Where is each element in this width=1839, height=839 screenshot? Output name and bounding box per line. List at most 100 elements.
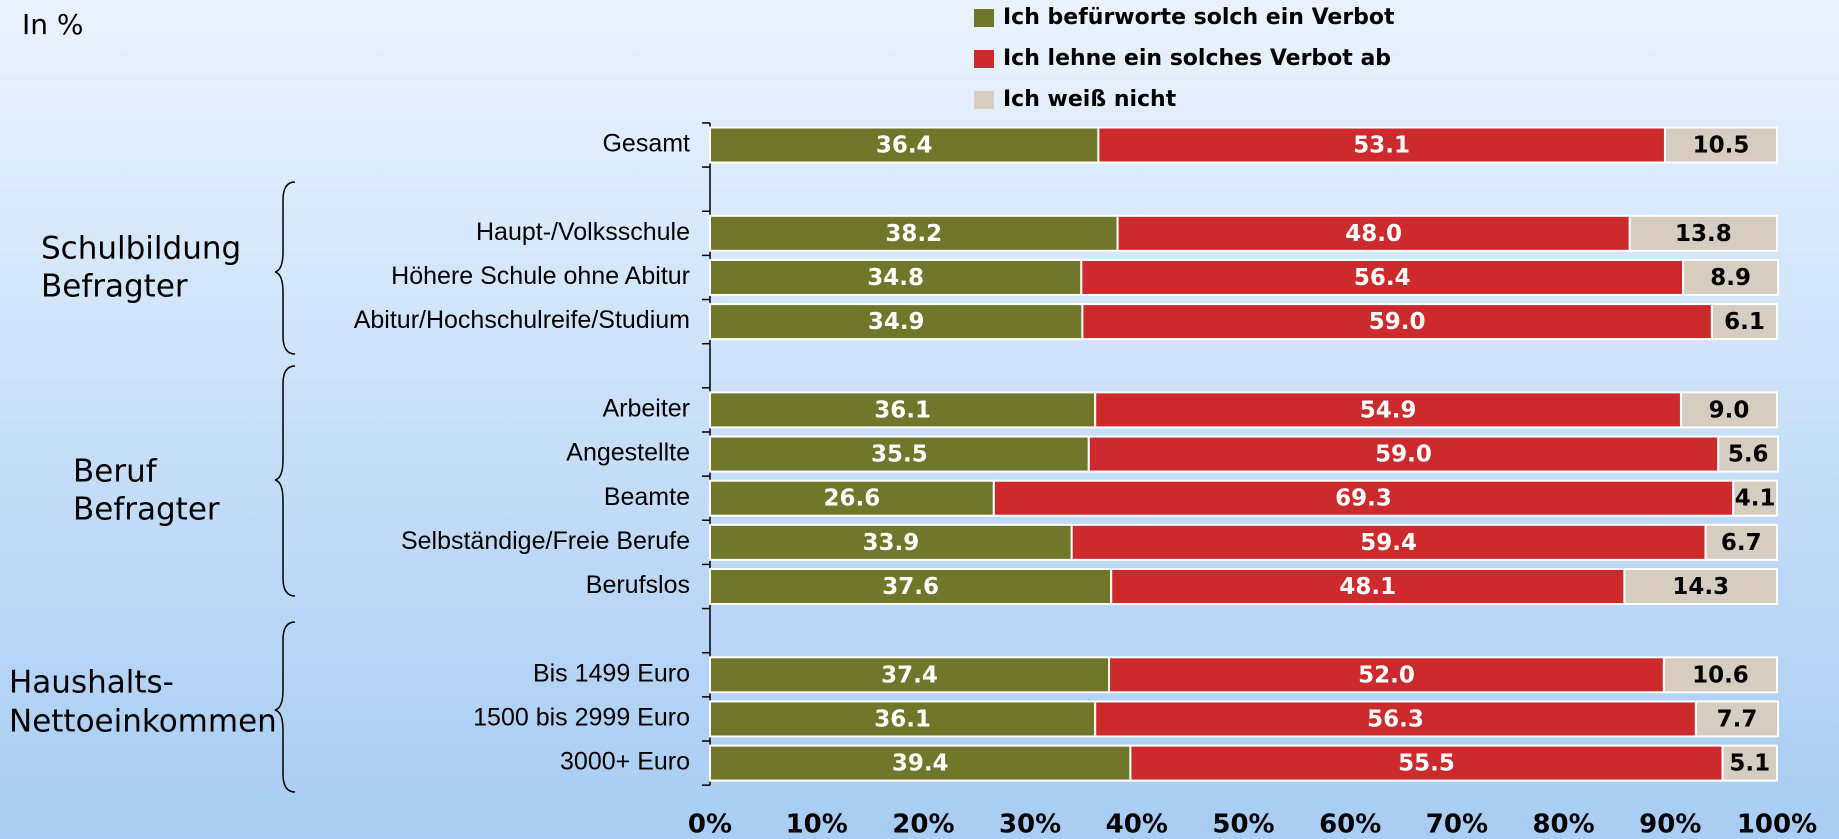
data-label: 26.6 bbox=[824, 486, 881, 512]
category-label: 1500 bis 2999 Euro bbox=[473, 704, 690, 732]
bar-segment bbox=[1080, 258, 1685, 296]
category-label: Abitur/Hochschulreife/Studium bbox=[354, 306, 690, 334]
group-label: Befragter bbox=[73, 492, 220, 528]
x-tick-label: 50% bbox=[1212, 810, 1274, 839]
data-label: 7.7 bbox=[1717, 706, 1758, 732]
data-label: 6.7 bbox=[1721, 530, 1762, 556]
legend-label: Ich weiß nicht bbox=[1003, 87, 1177, 112]
data-label: 55.5 bbox=[1398, 751, 1455, 777]
category-label: Gesamt bbox=[602, 130, 690, 158]
data-label: 6.1 bbox=[1724, 309, 1765, 335]
x-tick-label: 20% bbox=[892, 810, 954, 839]
x-tick-label: 90% bbox=[1639, 810, 1701, 839]
brace bbox=[274, 621, 296, 793]
category-label: Arbeiter bbox=[602, 395, 690, 423]
legend-swatch bbox=[974, 50, 994, 68]
data-label: 36.1 bbox=[874, 706, 931, 732]
bar-segment bbox=[709, 258, 1083, 296]
bar-segment bbox=[1623, 568, 1778, 605]
data-label: 38.2 bbox=[885, 221, 942, 247]
data-label: 52.0 bbox=[1358, 662, 1415, 688]
legend-swatch bbox=[974, 9, 994, 27]
category-label: Angestellte bbox=[566, 439, 690, 467]
data-label: 34.9 bbox=[868, 309, 925, 335]
data-label: 14.3 bbox=[1672, 574, 1729, 600]
x-tick-label: 70% bbox=[1426, 810, 1488, 839]
data-label: 9.0 bbox=[1709, 397, 1750, 423]
data-label: 5.1 bbox=[1729, 751, 1770, 777]
data-label: 37.6 bbox=[882, 574, 939, 600]
category-label: Haupt-/Volksschule bbox=[476, 218, 690, 246]
bar-segment bbox=[1081, 303, 1713, 341]
bar-segment bbox=[1663, 126, 1778, 164]
braces bbox=[274, 181, 296, 793]
group-label: Schulbildung bbox=[41, 231, 241, 267]
bar-segment bbox=[1110, 568, 1626, 605]
group-label: Befragter bbox=[41, 269, 188, 305]
data-label: 8.9 bbox=[1710, 265, 1751, 291]
bar-segment bbox=[1694, 700, 1780, 738]
brace bbox=[274, 181, 296, 355]
data-label: 59.0 bbox=[1375, 442, 1432, 468]
bar-segment bbox=[1628, 214, 1779, 252]
data-label: 13.8 bbox=[1675, 221, 1732, 247]
legend-swatch bbox=[974, 91, 994, 109]
data-label: 56.4 bbox=[1354, 265, 1411, 291]
data-label: 4.1 bbox=[1735, 486, 1776, 512]
legend-label: Ich befürworte solch ein Verbot bbox=[1003, 5, 1395, 30]
unit-note: In % bbox=[22, 8, 84, 41]
bar-segment bbox=[709, 126, 1100, 164]
x-tick-label: 30% bbox=[999, 810, 1061, 839]
category-label: Bis 1499 Euro bbox=[533, 659, 690, 687]
data-label: 34.8 bbox=[867, 265, 924, 291]
data-label: 10.5 bbox=[1693, 133, 1750, 159]
bar-segment bbox=[1679, 391, 1778, 429]
data-label: 56.3 bbox=[1367, 706, 1424, 732]
data-label: 36.4 bbox=[876, 133, 933, 159]
bar-segment bbox=[1682, 258, 1780, 296]
data-label: 35.5 bbox=[871, 442, 928, 468]
group-label: Haushalts- bbox=[9, 665, 174, 701]
data-label: 48.0 bbox=[1345, 221, 1402, 247]
x-tick-label: 0% bbox=[688, 810, 732, 839]
bar-segment bbox=[1721, 744, 1779, 782]
bar-segment bbox=[709, 744, 1132, 782]
bar-segment bbox=[709, 435, 1090, 473]
group-label: Beruf bbox=[73, 454, 158, 490]
bar-segment bbox=[709, 479, 995, 517]
data-label: 59.4 bbox=[1360, 530, 1417, 556]
x-tick-label: 100% bbox=[1737, 810, 1817, 839]
category-label: Höhere Schule ohne Abitur bbox=[391, 262, 690, 290]
bar-segment bbox=[709, 303, 1084, 341]
bar-segment bbox=[1662, 656, 1778, 694]
x-tick-label: 10% bbox=[786, 810, 848, 839]
bar-segment bbox=[1710, 303, 1778, 341]
data-label: 48.1 bbox=[1339, 574, 1396, 600]
bar-segment bbox=[1070, 523, 1707, 561]
data-label: 54.9 bbox=[1360, 397, 1417, 423]
bar-segment bbox=[1717, 435, 1780, 473]
x-tick-label: 40% bbox=[1106, 810, 1168, 839]
bar-segment bbox=[1704, 523, 1778, 561]
data-label: 33.9 bbox=[862, 530, 919, 556]
data-label: 5.6 bbox=[1728, 442, 1769, 468]
bar-segment bbox=[709, 568, 1113, 605]
bar-segment bbox=[709, 523, 1073, 561]
data-label: 69.3 bbox=[1335, 486, 1392, 512]
category-label: 3000+ Euro bbox=[560, 748, 690, 776]
brace bbox=[274, 365, 296, 597]
data-label: 59.0 bbox=[1369, 309, 1426, 335]
legend-label: Ich lehne ein solches Verbot ab bbox=[1003, 46, 1391, 71]
data-label: 36.1 bbox=[874, 397, 931, 423]
x-tick-label: 60% bbox=[1319, 810, 1381, 839]
bar-segment bbox=[1732, 479, 1779, 517]
x-tick-label: 80% bbox=[1532, 810, 1594, 839]
category-label: Berufslos bbox=[586, 571, 690, 599]
category-label: Beamte bbox=[604, 483, 690, 511]
bar-segment bbox=[1129, 744, 1724, 782]
data-label: 39.4 bbox=[892, 751, 949, 777]
bar-segment bbox=[1094, 700, 1697, 738]
group-label: Nettoeinkommen bbox=[9, 704, 277, 740]
